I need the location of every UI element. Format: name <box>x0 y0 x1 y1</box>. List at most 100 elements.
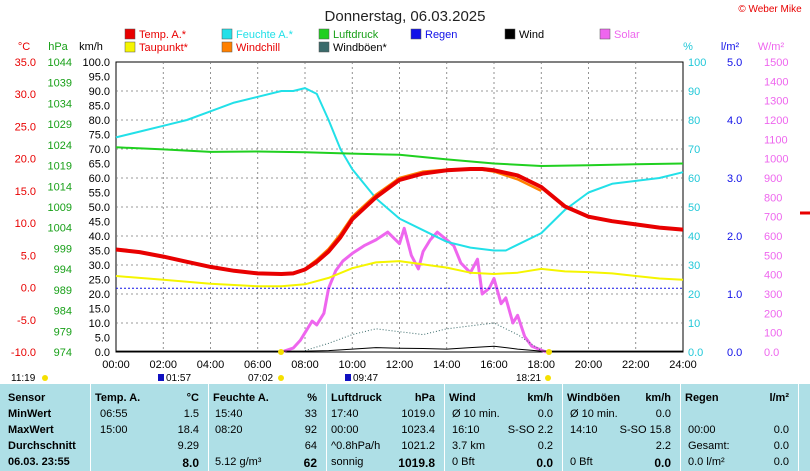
solar-tick-label: 400 <box>764 270 782 282</box>
sun-icon <box>278 375 284 381</box>
wind-tick-label: 100.0 <box>82 57 110 69</box>
legend-label: Solar <box>614 29 640 41</box>
wind-tick-label: 0.0 <box>95 347 110 359</box>
table-cell: 9.29 <box>177 440 199 452</box>
humidity-tick-label: 40 <box>688 231 700 243</box>
table-header: Temp. A. <box>95 392 141 404</box>
series-line <box>115 146 684 167</box>
wind-tick-label: 55.0 <box>89 188 110 200</box>
table-divider <box>680 384 681 471</box>
x-tick-label: 22:00 <box>622 359 650 371</box>
table-header: Regen <box>685 392 719 404</box>
table-cell: 33 <box>304 408 317 420</box>
humidity-tick-label: 50 <box>688 202 700 214</box>
wind-tick-label: 80.0 <box>89 115 110 127</box>
table-header: km/h <box>645 392 671 404</box>
marker-label: 11:19 <box>11 373 36 384</box>
solar-tick-label: 700 <box>764 212 782 224</box>
legend-label: Feuchte A.* <box>236 29 294 41</box>
wind-tick-label: 5.0 <box>95 333 110 345</box>
legend-swatch <box>221 41 233 53</box>
legend-label: Regen <box>425 29 457 41</box>
sun-icon <box>546 349 552 355</box>
table-cell: 06:55 <box>100 408 128 420</box>
solar-tick-label: 1500 <box>764 57 788 69</box>
temp-tick-label: -10.0 <box>11 347 36 359</box>
temp-unit: °C <box>18 41 30 53</box>
x-tick-label: 02:00 <box>149 359 177 371</box>
hpa-tick-label: 999 <box>54 243 72 255</box>
table-cell: 0.0 <box>654 456 671 470</box>
table-header: Wind <box>449 392 476 404</box>
hpa-tick-label: 1009 <box>48 202 72 214</box>
humidity-tick-label: 100 <box>688 57 706 69</box>
legend-swatch <box>124 28 136 40</box>
x-tick-label: 20:00 <box>575 359 603 371</box>
table-cell: 2.2 <box>655 440 671 452</box>
rain-tick-label: 4.0 <box>727 115 742 127</box>
humidity-tick-label: 0.0 <box>688 347 703 359</box>
solar-tick-label: 300 <box>764 289 782 301</box>
wind-tick-label: 95.0 <box>89 72 110 84</box>
wind-tick-label: 45.0 <box>89 217 110 229</box>
temp-tick-label: 0.0 <box>21 283 36 295</box>
table-header: Windböen <box>567 392 621 404</box>
humidity-tick-label: 60 <box>688 173 700 185</box>
solar-tick-label: 200 <box>764 308 782 320</box>
stats-table: Sensor Temp. A. °C Feuchte A.% Luftdruck hPa W… <box>0 384 810 471</box>
table-divider <box>208 384 209 471</box>
table-cell: 62 <box>303 456 317 470</box>
table-header: % <box>307 392 317 404</box>
solar-tick-label: 1200 <box>764 115 788 127</box>
table-cell: 8.0 <box>182 456 199 470</box>
table-cell: S-SO 15.8 <box>619 424 671 436</box>
legend-swatch <box>318 41 330 53</box>
x-tick-label: 24:00 <box>669 359 697 371</box>
moon-icon <box>158 374 164 381</box>
wind-tick-label: 50.0 <box>89 202 110 214</box>
marker-label: 01:57 <box>166 373 191 384</box>
solar-tick-label: 1400 <box>764 76 788 88</box>
table-cell: Ø 10 min. <box>570 408 618 420</box>
table-cell: 1021.2 <box>401 440 435 452</box>
table-cell: 0.0 <box>773 440 789 452</box>
table-cell: 0.0 l/m² <box>688 456 725 468</box>
table-cell: 00:00 <box>688 424 716 436</box>
hpa-tick-label: 1019 <box>48 161 72 173</box>
humidity-unit: % <box>683 41 693 53</box>
hpa-tick-label: 979 <box>54 326 72 338</box>
wind-tick-label: 65.0 <box>89 159 110 171</box>
solar-tick-label: 600 <box>764 231 782 243</box>
hpa-unit: hPa <box>48 41 68 53</box>
hpa-tick-label: 1014 <box>48 181 72 193</box>
table-cell: 1019.8 <box>398 456 435 470</box>
solar-tick-label: 1000 <box>764 154 788 166</box>
temp-tick-label: -5.0 <box>17 315 36 327</box>
solar-tick-label: 900 <box>764 173 782 185</box>
wind-tick-label: 35.0 <box>89 246 110 258</box>
wind-tick-label: 75.0 <box>89 130 110 142</box>
table-cell: 92 <box>304 424 317 436</box>
table-cell: 00:00 <box>331 424 359 436</box>
legend-swatch <box>410 28 422 40</box>
table-header: Feuchte A. <box>213 392 269 404</box>
x-tick-label: 06:00 <box>244 359 272 371</box>
x-tick-label: 00:00 <box>102 359 130 371</box>
solar-tick-label: 1300 <box>764 96 788 108</box>
table-cell: 0 Bft <box>570 456 593 468</box>
table-divider <box>798 384 799 471</box>
solar-tick-label: 100 <box>764 328 782 340</box>
x-tick-label: 04:00 <box>197 359 225 371</box>
temp-tick-label: 15.0 <box>15 186 36 198</box>
hpa-tick-label: 1034 <box>48 98 72 110</box>
legend-swatch <box>599 28 611 40</box>
table-header: Sensor <box>8 392 46 404</box>
humidity-tick-label: 80 <box>688 115 700 127</box>
table-cell: 0.0 <box>537 408 553 420</box>
table-cell: S-SO 2.2 <box>507 424 553 436</box>
hpa-tick-label: 974 <box>54 347 72 359</box>
temp-tick-label: 25.0 <box>15 121 36 133</box>
solar-tick-label: 0.0 <box>764 347 779 359</box>
hpa-tick-label: 1044 <box>48 57 72 69</box>
row-label: MinWert <box>8 408 52 420</box>
